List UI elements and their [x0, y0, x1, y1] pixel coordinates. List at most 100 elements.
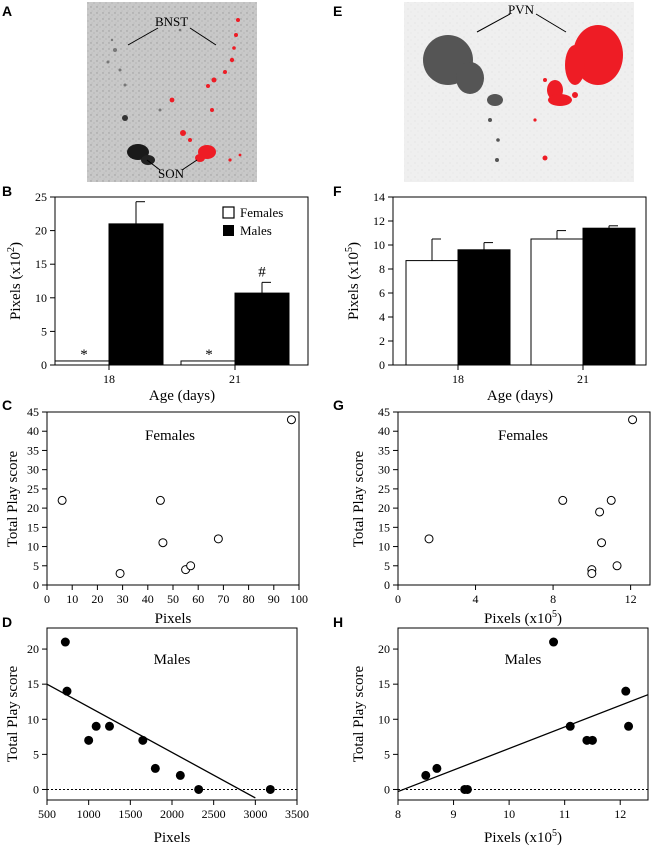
- data-point-g-1: [558, 495, 568, 505]
- data-point-h-3: [462, 784, 472, 794]
- panel-label-f: F: [333, 183, 342, 199]
- data-point-d-2: [84, 735, 94, 745]
- image-label-pvn: PVN: [508, 2, 535, 17]
- data-point-g-6: [606, 495, 616, 505]
- data-point-d-4: [105, 721, 114, 731]
- y-tick-label-b-1: 5: [41, 324, 47, 338]
- y-tick-label-h-2: 10: [378, 712, 390, 726]
- y-axis-label-c: Total Play score: [5, 450, 21, 547]
- y-tick-label-g-9: 45: [378, 405, 390, 419]
- bar-f-males-18: [457, 249, 511, 366]
- data-point-g-3: [587, 568, 597, 578]
- data-point-d-5: [138, 735, 148, 745]
- bar-chart-b: 0 5 10 15 20 25 18 21 * * # Pixels (x102) Age (d…: [6, 190, 309, 404]
- y-tick-label-d-2: 10: [27, 712, 39, 726]
- annotation-asterisk-21: *: [205, 347, 213, 363]
- x-axis-label-d: Pixels: [154, 830, 191, 846]
- y-tick-label-c-0: 0: [33, 578, 39, 592]
- bar-chart-f: 0 2 4 6 8 10 12 14 18 21 Pixels (x105) Age (days…: [344, 190, 647, 404]
- bar-b-males-18: [108, 223, 164, 366]
- data-point-d-9: [265, 784, 275, 794]
- y-tick-label-f-3: 6: [379, 286, 385, 300]
- data-point-g-7: [612, 561, 622, 571]
- x-axis-label-f: Age (days): [487, 388, 553, 404]
- chart-title-d: Males: [154, 652, 191, 668]
- x-tick-label-f-1: 21: [577, 372, 589, 386]
- panel-label-b: B: [2, 183, 12, 199]
- x-axis-label-c: Pixels: [155, 611, 192, 627]
- x-tick-label-d-1: 1000: [77, 807, 101, 821]
- scatter-chart-g: 0 5 10 15 20 25 30 35 40 45 0 4 8 12 Females Total Pl…: [351, 405, 651, 627]
- regression-line-h: [397, 694, 649, 793]
- panel-label-a: A: [2, 3, 12, 19]
- x-tick-label-g-3: 12: [625, 592, 637, 606]
- y-tick-label-b-0: 0: [41, 358, 47, 372]
- micrograph-a: BNST SON: [87, 2, 257, 182]
- y-tick-label-c-6: 30: [27, 463, 39, 477]
- x-tick-label-c-7: 70: [217, 592, 229, 606]
- y-tick-label-h-3: 15: [378, 677, 390, 691]
- x-tick-label-f-0: 18: [452, 372, 464, 386]
- y-tick-label-c-7: 35: [27, 443, 39, 457]
- scatter-chart-d: 0 5 10 15 20 500 1000 1500 2000 2500 3000 3500 Male…: [5, 627, 309, 846]
- data-point-d-8: [194, 784, 204, 794]
- data-point-h-9: [624, 721, 634, 731]
- y-tick-label-h-4: 20: [378, 642, 390, 656]
- data-point-c-3: [158, 538, 168, 548]
- regression-line-d: [46, 683, 256, 799]
- x-tick-label-g-2: 8: [550, 592, 556, 606]
- y-axis-label-d: Total Play score: [5, 665, 21, 762]
- x-axis-label-g: Pixels (x105): [484, 609, 562, 627]
- x-axis-label-b: Age (days): [149, 388, 215, 404]
- legend-swatch-females: [222, 206, 235, 219]
- x-tick-label-d-4: 2500: [202, 807, 226, 821]
- y-tick-label-f-6: 12: [373, 214, 385, 228]
- scatter-chart-c: 0 5 10 15 20 25 30 35 40 45 0 10 20 30 40 50 60 70 80 90 100…: [5, 405, 308, 627]
- chart-title-h: Males: [505, 652, 542, 668]
- x-tick-label-d-5: 3000: [243, 807, 267, 821]
- y-tick-label-c-5: 25: [27, 482, 39, 496]
- x-tick-label-c-2: 20: [91, 592, 103, 606]
- legend-label-females: Females: [240, 205, 283, 220]
- x-tick-label-c-1: 10: [66, 592, 78, 606]
- panel-label-h: H: [333, 614, 343, 630]
- y-tick-label-c-1: 5: [33, 559, 39, 573]
- y-tick-label-f-4: 8: [379, 262, 385, 276]
- x-tick-label-c-8: 80: [243, 592, 255, 606]
- data-point-h-7: [587, 735, 597, 745]
- x-tick-label-c-0: 0: [44, 592, 50, 606]
- x-tick-label-d-3: 2000: [160, 807, 184, 821]
- x-tick-label-d-6: 3500: [285, 807, 309, 821]
- x-tick-label-g-1: 4: [473, 592, 479, 606]
- x-tick-label-c-4: 40: [142, 592, 154, 606]
- data-point-d-3: [91, 721, 101, 731]
- x-tick-label-g-0: 0: [395, 592, 401, 606]
- x-tick-label-d-2: 1500: [118, 807, 142, 821]
- y-tick-label-h-0: 0: [384, 782, 390, 796]
- bar-f-females-18: [405, 260, 459, 366]
- x-tick-label-c-6: 60: [192, 592, 204, 606]
- panel-label-e: E: [333, 3, 342, 19]
- y-tick-label-d-4: 20: [27, 642, 39, 656]
- y-tick-label-g-5: 25: [378, 482, 390, 496]
- y-tick-label-d-0: 0: [33, 782, 39, 796]
- y-tick-label-f-2: 4: [379, 310, 385, 324]
- data-point-g-8: [628, 415, 638, 425]
- image-label-son: SON: [158, 166, 185, 181]
- panel-label-c: C: [2, 397, 12, 413]
- bar-f-females-21: [530, 238, 584, 366]
- chart-title-c: Females: [145, 428, 195, 444]
- y-tick-label-g-4: 20: [378, 501, 390, 515]
- y-tick-label-g-1: 5: [384, 559, 390, 573]
- y-tick-label-f-5: 10: [373, 238, 385, 252]
- x-tick-label-h-4: 12: [614, 807, 626, 821]
- x-axis-label-h: Pixels (x105): [484, 828, 562, 846]
- y-axis-label-g: Total Play score: [351, 450, 367, 547]
- y-tick-label-f-7: 14: [373, 190, 385, 204]
- x-tick-label-c-9: 90: [268, 592, 280, 606]
- data-point-g-4: [595, 507, 605, 517]
- y-tick-label-h-1: 5: [384, 747, 390, 761]
- bar-f-males-21: [582, 227, 636, 366]
- annotation-asterisk-18: *: [80, 347, 88, 363]
